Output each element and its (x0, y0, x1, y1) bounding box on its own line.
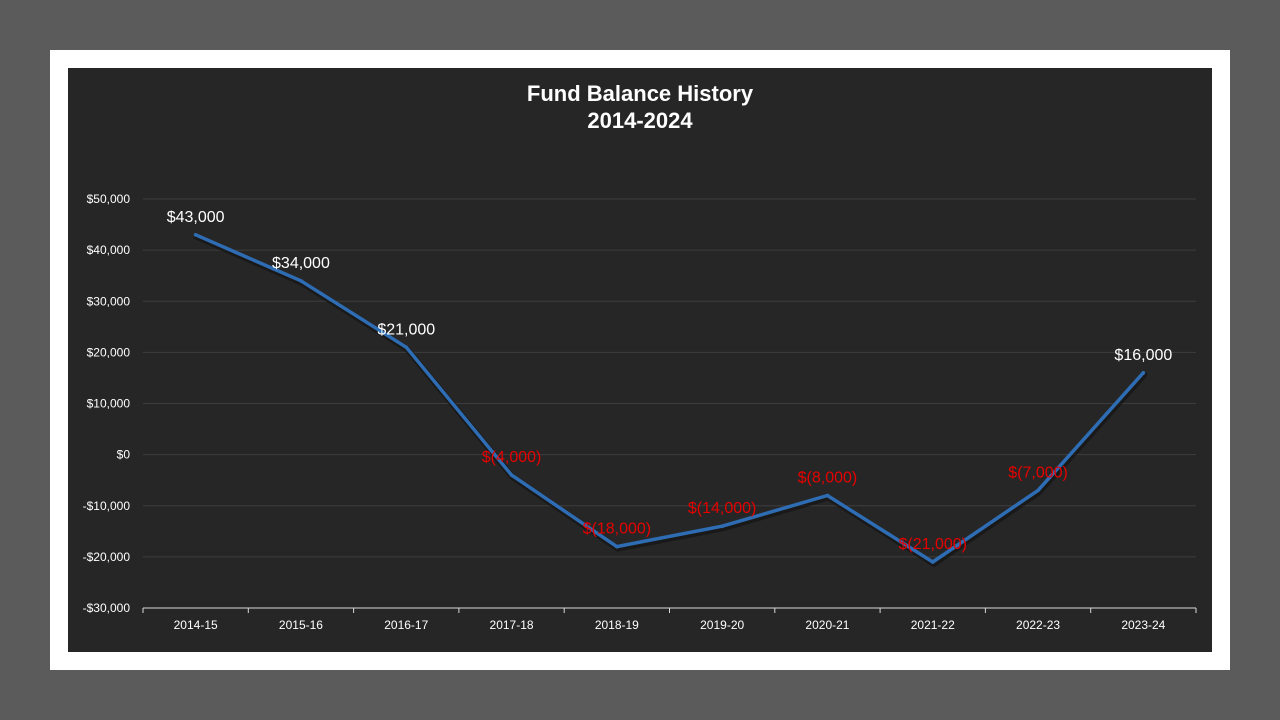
y-tick-label: $0 (117, 448, 131, 462)
x-tick-label: 2017-18 (490, 618, 534, 632)
gridlines (143, 198, 1196, 558)
series-line (193, 233, 1146, 564)
data-label: $(14,000) (688, 500, 757, 517)
x-tick-label: 2015-16 (279, 618, 323, 632)
data-point (1036, 488, 1040, 493)
data-labels: $43,000 $34,000 $21,000 $(4,000) $(18,000) $(… (167, 209, 1173, 553)
data-point (930, 560, 935, 564)
y-tick-label: $50,000 (87, 192, 131, 206)
y-tick-label: $10,000 (87, 397, 131, 411)
data-label: $(7,000) (1008, 464, 1068, 481)
series-fund-balance (193, 232, 1148, 567)
x-axis (142, 607, 1197, 613)
y-axis-tick-labels: $50,000 $40,000 $30,000 $20,000 $10,000 $0 -$1… (83, 192, 131, 615)
x-tick-label: 2019-20 (700, 618, 744, 632)
data-label: $43,000 (167, 209, 225, 226)
x-axis-tick-labels: 2014-15 2015-16 2016-17 2017-18 2018-19 2019-… (174, 618, 1166, 632)
data-point (615, 544, 619, 549)
x-tick-label: 2020-21 (805, 618, 849, 632)
y-tick-label: -$10,000 (83, 499, 131, 513)
x-tick-label: 2021-22 (911, 618, 955, 632)
data-point (299, 279, 303, 283)
x-tick-label: 2018-19 (595, 618, 639, 632)
x-tick-label: 2016-17 (384, 618, 428, 632)
data-point (720, 524, 724, 528)
data-point (1141, 371, 1146, 375)
data-point (825, 493, 830, 498)
data-label: $34,000 (272, 255, 330, 272)
chart-area: Fund Balance History 2014-2024 $50,000 $4… (68, 68, 1212, 652)
data-label: $(4,000) (482, 449, 542, 466)
data-label: $21,000 (377, 321, 435, 338)
y-tick-label: $30,000 (87, 294, 131, 308)
data-label: $(21,000) (899, 536, 968, 553)
y-tick-label: $20,000 (87, 345, 131, 359)
data-label: $(18,000) (583, 521, 652, 538)
data-label: $(8,000) (798, 470, 858, 487)
data-point (509, 473, 514, 477)
chart-subtitle: 2014-2024 (587, 108, 693, 133)
x-tick-label: 2023-24 (1121, 618, 1165, 632)
y-tick-label: -$20,000 (83, 550, 131, 564)
y-tick-label: $40,000 (87, 243, 131, 257)
data-point (404, 345, 409, 350)
data-label: $16,000 (1114, 347, 1172, 364)
line-chart: Fund Balance History 2014-2024 $50,000 $4… (83, 81, 1197, 632)
y-tick-label: -$30,000 (83, 601, 131, 615)
data-point (193, 232, 198, 237)
x-tick-label: 2022-23 (1016, 618, 1060, 632)
chart-title: Fund Balance History (527, 81, 754, 106)
x-tick-label: 2014-15 (174, 618, 218, 632)
